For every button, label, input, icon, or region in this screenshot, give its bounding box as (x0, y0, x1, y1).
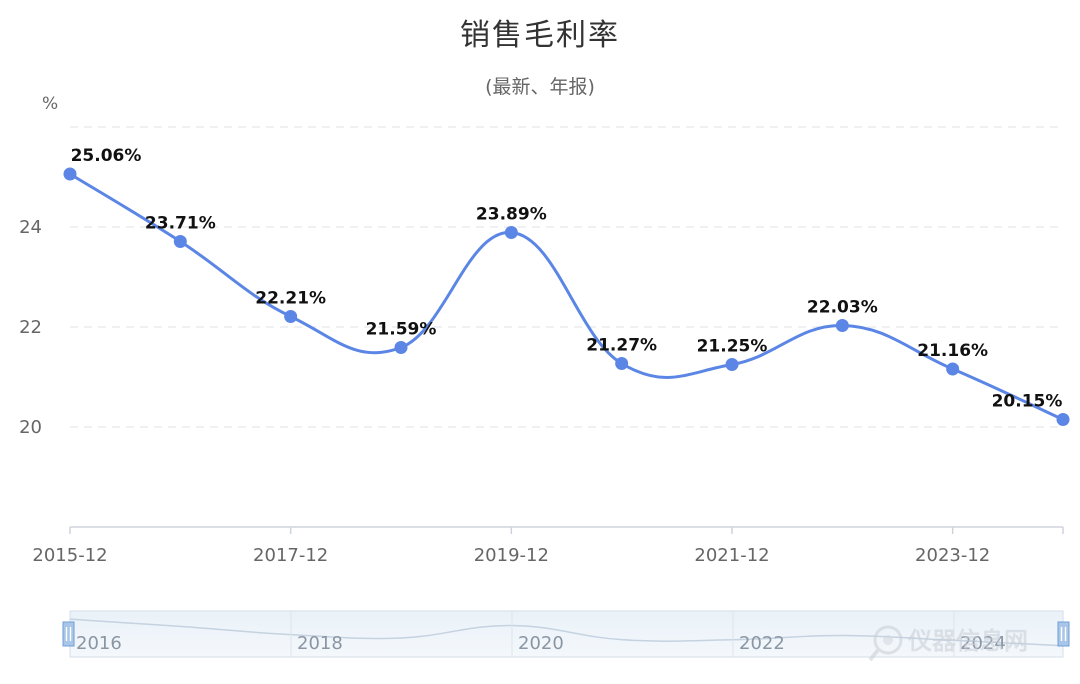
data-point (946, 362, 960, 376)
x-tick-label: 2023-12 (915, 545, 990, 566)
grid-lines (70, 126, 1063, 428)
range-slider-label: 2020 (518, 633, 564, 654)
data-point (284, 310, 298, 323)
data-label: 21.25% (697, 337, 768, 357)
range-slider-right-handle[interactable] (1057, 621, 1070, 647)
data-point (63, 167, 77, 181)
x-tick-label: 2019-12 (474, 545, 549, 566)
data-labels: 25.06% 23.71% 22.21% 21.59% 23.89% 21.27% 21.2… (71, 146, 1063, 412)
range-slider-dividers (290, 611, 955, 657)
data-point (1056, 413, 1070, 426)
range-slider-left-handle[interactable] (62, 621, 75, 647)
y-tick-label: 20 (19, 417, 42, 438)
data-label: 20.15% (992, 392, 1063, 412)
data-points (63, 167, 1070, 426)
range-slider-labels: 2016 2018 2020 2022 2024 (76, 633, 1006, 654)
x-tick-label: 2017-12 (253, 545, 328, 566)
chart-title: 销售毛利率 (460, 18, 620, 53)
range-slider-label: 2016 (76, 633, 122, 654)
range-slider[interactable]: 2016 2018 2020 2022 2024 (62, 610, 1070, 658)
data-point (725, 358, 739, 371)
x-tick-label: 2021-12 (694, 545, 769, 566)
x-axis-ticks: 2015-12 2017-12 2019-12 2021-12 2023-12 (32, 527, 1064, 566)
data-label: 23.71% (145, 214, 216, 234)
watermark-text: 仪器信息网 (907, 627, 1028, 655)
series-line (69, 172, 1064, 421)
data-point (835, 319, 849, 332)
range-slider-label: 2022 (739, 633, 785, 654)
data-label: 22.21% (255, 289, 326, 309)
data-label: 25.06% (71, 146, 142, 166)
range-slider-label: 2018 (297, 633, 343, 654)
y-tick-label: 22 (19, 317, 42, 338)
y-tick-label: 24 (19, 217, 42, 238)
watermark-logo-icon (868, 625, 903, 662)
range-slider-label: 2024 (960, 633, 1006, 654)
x-tick-label: 2015-12 (32, 545, 107, 566)
y-axis-unit-label: % (42, 94, 58, 114)
data-label: 21.27% (586, 336, 657, 356)
data-point (173, 235, 187, 248)
data-label: 21.59% (366, 320, 437, 340)
data-point (394, 341, 408, 354)
watermark: 仪器信息网 (868, 625, 1028, 662)
range-slider-preview-line (69, 618, 1064, 647)
chart-subtitle: (最新、年报) (485, 76, 595, 98)
data-label: 23.89% (476, 205, 547, 225)
y-axis-ticks: 20 22 24 (19, 217, 42, 438)
data-label: 21.16% (917, 341, 988, 361)
data-label: 22.03% (807, 298, 878, 318)
data-point (615, 357, 629, 370)
data-point (504, 226, 518, 239)
